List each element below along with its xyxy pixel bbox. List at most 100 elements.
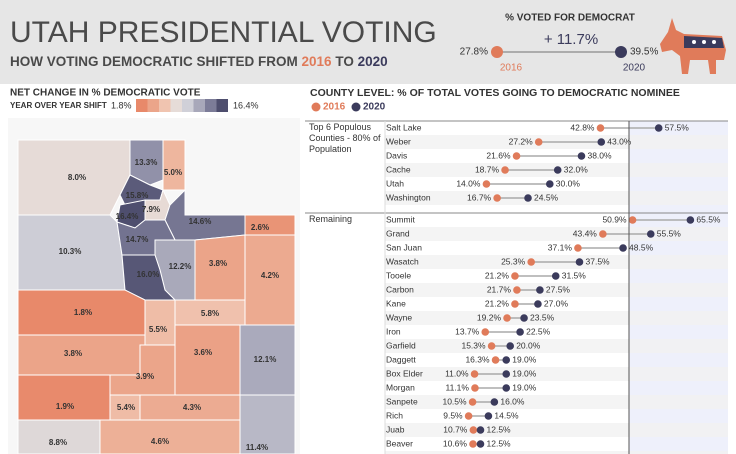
county-label: 10.3%: [59, 247, 82, 256]
county-label: 7.9%: [142, 205, 160, 214]
value-label: 21.7%: [487, 284, 512, 294]
dot: [551, 272, 560, 280]
row-band: [385, 283, 728, 297]
county-name: Salt Lake: [386, 122, 422, 132]
value-label: 48.5%: [629, 242, 654, 252]
value-label: 14.0%: [456, 178, 481, 188]
dot: [527, 258, 535, 266]
dot: [516, 328, 524, 336]
county-label: 5.8%: [201, 309, 219, 318]
county-label: 15.8%: [126, 191, 149, 200]
county: [17, 374, 111, 421]
county: [239, 394, 296, 454]
row-band: [385, 367, 728, 381]
county-label: 4.6%: [151, 437, 169, 446]
dot: [502, 370, 511, 378]
county-name: Kane: [386, 298, 406, 308]
summary-end-label: 39.5%: [630, 47, 658, 58]
summary-end-year: 2020: [623, 63, 646, 74]
county-name: Juab: [386, 424, 405, 434]
county-name: Summit: [386, 214, 415, 224]
county-name: Tooele: [386, 270, 411, 280]
value-label: 27.5%: [546, 284, 571, 294]
value-label: 23.5%: [530, 312, 555, 322]
value-label: 20.0%: [516, 340, 541, 350]
county-name: Utah: [386, 178, 404, 188]
value-label: 10.5%: [442, 396, 467, 406]
value-label: 25.3%: [501, 256, 526, 266]
dot: [646, 230, 655, 238]
dot: [599, 230, 607, 238]
dot: [503, 314, 511, 322]
dot: [534, 300, 542, 308]
dot: [476, 426, 485, 434]
dot: [482, 180, 491, 188]
value-label: 13.7%: [455, 326, 480, 336]
legend-max: 16.4%: [233, 100, 259, 110]
legend-label: 2016: [323, 102, 346, 113]
county-label: 4.3%: [183, 403, 201, 412]
legend-swatch: [170, 99, 182, 112]
value-label: 42.8%: [570, 122, 595, 132]
value-label: 38.0%: [587, 150, 612, 160]
county-label: 1.9%: [56, 402, 74, 411]
value-label: 18.7%: [475, 164, 500, 174]
value-label: 15.3%: [461, 340, 486, 350]
legend-swatch: [159, 99, 171, 112]
dot: [654, 124, 663, 132]
dot: [619, 244, 627, 252]
value-label: 19.0%: [512, 354, 537, 364]
county-label: 4.2%: [261, 271, 279, 280]
dot: [546, 180, 554, 188]
county-label: 12.1%: [254, 355, 277, 364]
group-label-text: Remaining: [309, 214, 353, 224]
value-label: 55.5%: [657, 228, 682, 238]
title: UTAH PRESIDENTIAL VOTING: [10, 16, 437, 49]
value-label: 12.5%: [487, 424, 512, 434]
dot: [553, 166, 562, 174]
row-band: [385, 227, 728, 241]
dot: [524, 194, 532, 202]
row-band: [385, 423, 728, 437]
value-label: 43.0%: [607, 136, 632, 146]
county: [129, 139, 164, 186]
county-name: Daggett: [386, 354, 416, 364]
legend-swatch: [193, 99, 205, 112]
county: [144, 299, 176, 346]
county-name: Iron: [386, 326, 401, 336]
dumbbell-title: COUNTY LEVEL: % OF TOTAL VOTES GOING TO …: [310, 87, 680, 99]
dot: [487, 342, 496, 350]
summary-dot: [615, 46, 627, 58]
value-label: 21.2%: [485, 270, 510, 280]
subtitle-year: 2016: [302, 54, 333, 69]
county-name: Washington: [386, 192, 431, 202]
dot: [471, 384, 479, 392]
dot: [481, 328, 490, 336]
legend-dot: [311, 102, 321, 112]
dot: [686, 216, 695, 224]
county-name: Beaver: [386, 438, 413, 448]
legend-swatch: [205, 99, 217, 112]
value-label: 10.7%: [443, 424, 468, 434]
dot: [502, 384, 511, 392]
legend-swatch: [147, 99, 159, 112]
county-label: 1.8%: [74, 308, 92, 317]
dot: [512, 152, 521, 160]
summary-dot: [491, 46, 503, 58]
county-label: 3.6%: [194, 348, 212, 357]
value-label: 37.1%: [548, 242, 573, 252]
dot: [511, 300, 519, 308]
value-label: 11.0%: [445, 368, 469, 378]
legend-swatch: [182, 99, 194, 112]
county-name: Emery: [386, 452, 411, 454]
dot: [501, 166, 509, 174]
county-name: Cache: [386, 164, 411, 174]
dot: [596, 124, 605, 132]
county-name: Wasatch: [386, 256, 419, 266]
row-band: [385, 191, 728, 205]
dot: [577, 152, 586, 160]
value-label: 37.5%: [586, 256, 611, 266]
county-name: San Juan: [386, 242, 422, 252]
